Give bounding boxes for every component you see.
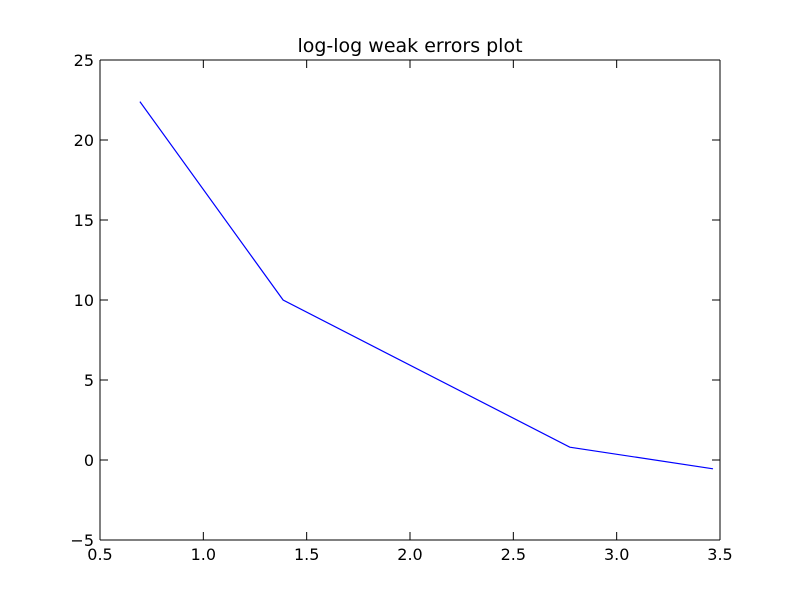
x-tick-label: 1.0 bbox=[191, 545, 216, 564]
x-tick-label: 2.5 bbox=[501, 545, 526, 564]
chart-title: log-log weak errors plot bbox=[297, 35, 522, 57]
y-tick-label: 20 bbox=[74, 131, 94, 150]
x-tick-label: 1.5 bbox=[294, 545, 319, 564]
x-tick-label: 3.0 bbox=[604, 545, 629, 564]
y-tick-label: 5 bbox=[84, 371, 94, 390]
plot-area: 0.5 1.0 1.5 2.0 2.5 3.0 3.5 −5 0 5 10 15 20 25 bbox=[70, 51, 732, 564]
series-line bbox=[139, 101, 714, 470]
y-tick-label: −5 bbox=[70, 531, 94, 550]
x-tick-label: 2.0 bbox=[397, 545, 422, 564]
x-tick-label: 3.5 bbox=[707, 545, 732, 564]
x-tick-label: 0.5 bbox=[87, 545, 112, 564]
y-tick-label: 10 bbox=[74, 291, 94, 310]
y-tick-label: 0 bbox=[84, 451, 94, 470]
y-tick-label: 15 bbox=[74, 211, 94, 230]
y-tick-label: 25 bbox=[74, 51, 94, 70]
